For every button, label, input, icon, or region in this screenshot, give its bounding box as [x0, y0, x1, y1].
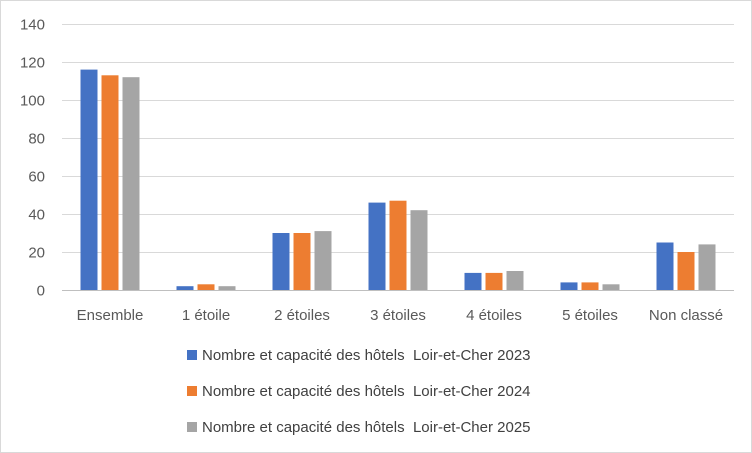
y-tick-label: 100 — [20, 93, 45, 110]
bar — [176, 286, 194, 290]
x-tick-label: 1 étoile — [182, 307, 230, 324]
bar — [314, 231, 332, 290]
legend-swatch — [187, 350, 197, 360]
bar — [602, 284, 620, 290]
bar — [389, 200, 407, 290]
y-tick-label: 120 — [20, 55, 45, 72]
y-tick-label: 80 — [28, 131, 45, 148]
x-tick-label: 3 étoiles — [370, 307, 426, 324]
x-tick-label: Non classé — [649, 307, 723, 324]
bar — [122, 77, 140, 290]
bars — [80, 69, 716, 290]
bar — [677, 252, 695, 290]
bar — [293, 233, 311, 290]
x-tick-label: 5 étoiles — [562, 307, 618, 324]
legend-swatch — [187, 386, 197, 396]
x-tick-label: 4 étoiles — [466, 307, 522, 324]
legend-label: Nombre et capacité des hôtels Loir-et-Ch… — [202, 347, 531, 364]
bar — [410, 210, 428, 290]
x-tick-label: Ensemble — [77, 307, 144, 324]
y-tick-label: 0 — [37, 283, 45, 300]
bar — [368, 202, 386, 290]
bar — [197, 284, 215, 290]
bar — [464, 272, 482, 290]
y-tick-label: 20 — [28, 245, 45, 262]
bar — [656, 242, 674, 290]
x-axis-tick-labels: Ensemble 1 étoile 2 étoiles 3 étoiles 4 étoi… — [77, 307, 723, 324]
bar — [560, 282, 578, 290]
y-tick-label: 140 — [20, 17, 45, 34]
bar — [101, 75, 119, 290]
legend-label: Nombre et capacité des hôtels Loir-et-Ch… — [202, 419, 531, 436]
x-tick-label: 2 étoiles — [274, 307, 330, 324]
bar — [218, 286, 236, 290]
legend-label: Nombre et capacité des hôtels Loir-et-Ch… — [202, 383, 531, 400]
bar — [506, 271, 524, 290]
bar — [80, 69, 98, 290]
bar — [698, 244, 716, 290]
bar — [581, 282, 599, 290]
legend-swatch — [187, 422, 197, 432]
y-axis-tick-labels: 0 20 40 60 80 100 120 140 — [20, 17, 45, 300]
y-tick-label: 60 — [28, 169, 45, 186]
legend: Nombre et capacité des hôtels Loir-et-Ch… — [187, 347, 531, 436]
bar — [485, 272, 503, 290]
bar — [272, 233, 290, 290]
y-tick-label: 40 — [28, 207, 45, 224]
